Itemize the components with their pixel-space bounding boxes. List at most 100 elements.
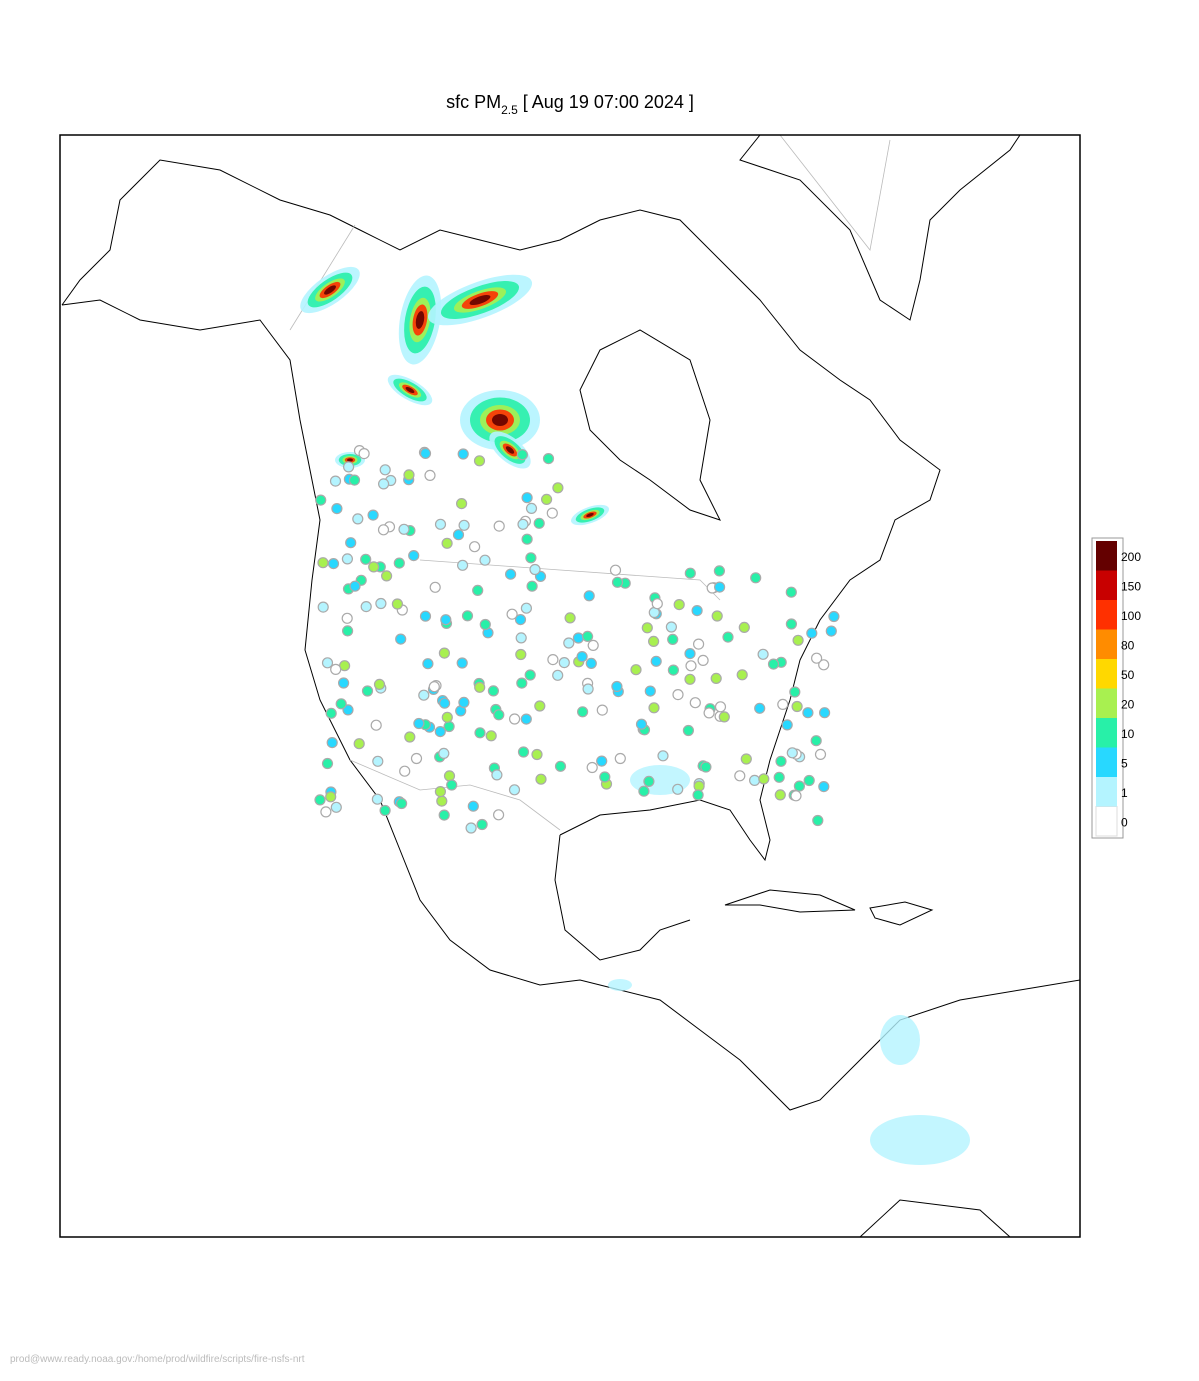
monitor-dot xyxy=(547,653,559,666)
smoke-plume xyxy=(347,458,353,462)
monitor-dot xyxy=(360,553,372,565)
monitor-dot xyxy=(630,664,642,676)
monitor-dot xyxy=(342,625,354,637)
greenland-border xyxy=(779,135,891,251)
monitor-dot xyxy=(493,520,505,532)
monitor-dot xyxy=(516,449,529,461)
monitor-dot xyxy=(521,533,533,545)
monitor-dot xyxy=(758,773,770,785)
legend-swatch xyxy=(1096,688,1117,718)
monitor-dot xyxy=(718,711,730,723)
monitor-dot xyxy=(643,775,655,788)
monitor-dot xyxy=(582,683,594,695)
monitor-dot xyxy=(734,770,746,782)
monitor-dot xyxy=(343,461,355,473)
monitor-dot xyxy=(515,648,527,661)
smoke-plume xyxy=(492,414,508,426)
legend-swatch xyxy=(1096,600,1117,630)
monitor-dot xyxy=(812,814,824,827)
monitor-dot xyxy=(789,686,801,698)
monitor-dot xyxy=(667,664,680,676)
monitor-dot xyxy=(428,681,440,693)
monitor-dot xyxy=(786,747,798,759)
monitor-dot xyxy=(576,650,588,663)
monitor-dot xyxy=(810,652,823,664)
monitor-dot xyxy=(434,785,446,798)
monitor-dot xyxy=(516,677,528,689)
light-haze xyxy=(880,1015,920,1065)
monitor-dot xyxy=(325,707,337,719)
monitor-dot xyxy=(424,469,436,481)
monitor-dot xyxy=(345,537,357,549)
monitor-dot xyxy=(572,632,585,644)
monitor-dot xyxy=(377,524,390,536)
legend-label: 10 xyxy=(1121,727,1135,741)
monitor-dot xyxy=(422,658,434,670)
monitor-dot xyxy=(317,601,329,613)
monitor-dot xyxy=(458,696,470,709)
monitor-dot xyxy=(564,612,576,624)
monitor-dot xyxy=(611,576,624,588)
legend-label: 200 xyxy=(1121,550,1141,564)
monitor-dot xyxy=(542,453,555,465)
monitor-dot xyxy=(713,565,726,577)
alaska-border xyxy=(289,224,356,331)
monitor-dot xyxy=(379,804,391,817)
monitor-dot xyxy=(818,659,830,671)
monitor-dot xyxy=(814,748,827,761)
monitor-dot xyxy=(505,568,517,580)
monitor-dot xyxy=(327,557,340,570)
monitor-dot xyxy=(785,618,798,630)
legend-swatch xyxy=(1096,570,1117,600)
monitor-dot xyxy=(520,713,532,725)
footer-text: prod@www.ready.noaa.gov:/home/prod/wildf… xyxy=(10,1354,305,1365)
monitor-dot xyxy=(576,706,589,718)
monitor-dot xyxy=(419,447,432,459)
monitor-dot xyxy=(479,554,491,566)
monitor-dot xyxy=(403,469,415,481)
monitor-dot xyxy=(665,621,678,633)
monitor-dot xyxy=(493,709,505,721)
monitor-dot xyxy=(315,494,327,506)
monitor-dot xyxy=(419,610,432,622)
monitor-dot xyxy=(474,727,486,739)
monitor-dot xyxy=(791,700,803,713)
monitor-dot xyxy=(469,541,481,553)
map-title: sfc PM2.5 [ Aug 19 07:00 2024 ] xyxy=(446,92,694,117)
monitor-dot xyxy=(467,800,479,812)
monitor-dot xyxy=(777,698,789,711)
monitor-dot xyxy=(395,633,407,645)
monitor-dot xyxy=(493,809,505,821)
legend-swatch xyxy=(1095,806,1118,837)
legend-swatch xyxy=(1096,659,1117,689)
monitor-dot xyxy=(684,567,696,579)
monitor-dot xyxy=(517,746,530,758)
monitor-dot xyxy=(558,656,570,669)
monitor-dot xyxy=(476,818,488,831)
monitor-dot xyxy=(330,663,342,676)
monitor-dot xyxy=(673,598,685,611)
monitor-dot xyxy=(441,711,453,723)
monitor-dot xyxy=(487,685,499,697)
monitor-dot xyxy=(508,784,521,796)
monitor-dot xyxy=(596,704,608,716)
monitor-dot xyxy=(689,697,701,709)
monitor-dot xyxy=(806,627,818,639)
monitor-dot xyxy=(533,517,545,529)
monitor-dot xyxy=(614,752,626,765)
monitor-dot xyxy=(378,478,390,490)
monitor-dot xyxy=(682,724,695,737)
monitor-dot xyxy=(691,604,703,617)
monitor-dot xyxy=(391,598,403,610)
smoke-plume xyxy=(469,294,491,306)
monitor-dot xyxy=(526,580,538,592)
greenland xyxy=(739,135,1021,321)
monitor-dot xyxy=(684,647,696,660)
monitor-dot xyxy=(773,771,785,783)
legend-swatch xyxy=(1096,718,1117,748)
monitor-dot xyxy=(524,669,536,681)
monitor-dot xyxy=(697,654,709,667)
monitor-dot xyxy=(750,572,762,584)
monitor-dot xyxy=(529,563,541,576)
monitor-dot xyxy=(440,614,452,626)
